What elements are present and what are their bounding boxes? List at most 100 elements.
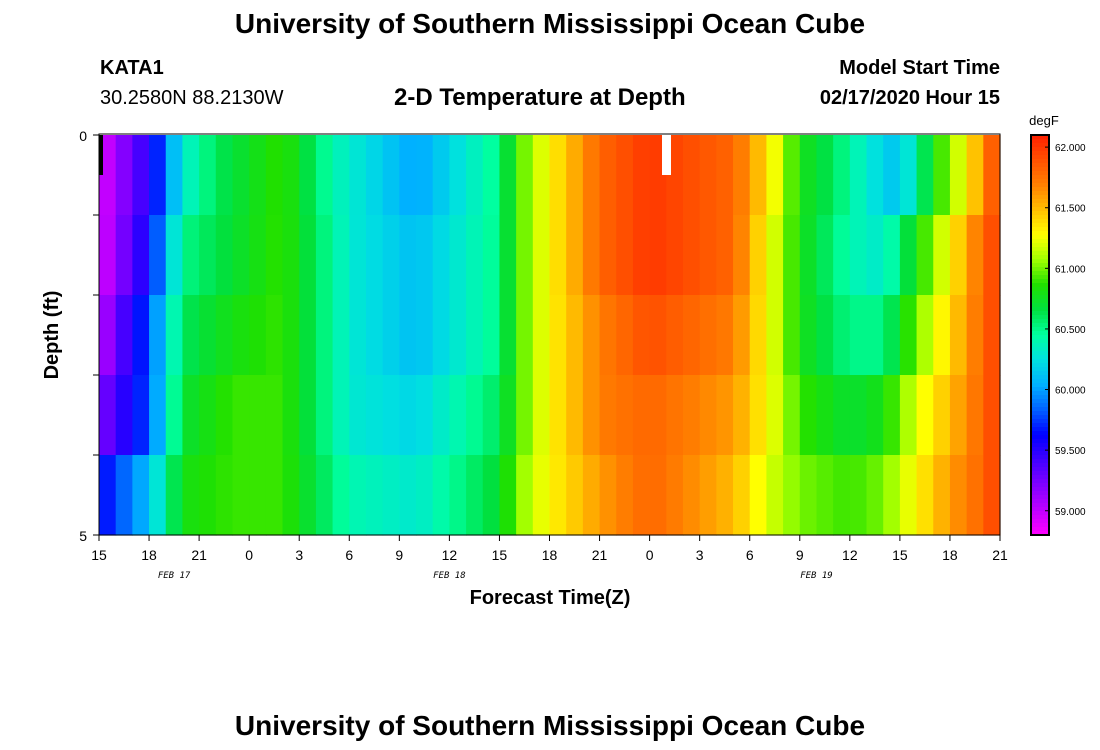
heatmap-cell (849, 135, 868, 216)
colorbar-tick-label: 59.500 (1055, 446, 1086, 457)
heatmap-cell (632, 295, 651, 376)
heatmap-cell (382, 455, 400, 536)
colorbar-segment (1031, 527, 1049, 532)
heatmap-cell (949, 215, 968, 296)
heatmap-cell (549, 375, 567, 456)
heatmap-cell (866, 295, 884, 376)
heatmap-cell (649, 375, 667, 456)
heatmap-cell (983, 295, 1001, 376)
heatmap-cell (432, 295, 450, 376)
colorbar-segment (1031, 499, 1049, 504)
heatmap-cell (182, 295, 200, 376)
x-tick-label: 21 (992, 547, 1008, 563)
heatmap-cell (716, 135, 734, 216)
heatmap-cell (265, 215, 284, 296)
colorbar-segment (1031, 231, 1049, 236)
colorbar-segment (1031, 175, 1049, 180)
x-axis-label: Forecast Time(Z) (470, 587, 631, 609)
heatmap-cell (616, 215, 634, 296)
heatmap-cell (849, 295, 868, 376)
heatmap-cell (549, 215, 567, 296)
heatmap-cell (949, 135, 968, 216)
heatmap-cell (382, 295, 400, 376)
heatmap-cell (199, 135, 217, 216)
heatmap-cell (966, 135, 984, 216)
heatmap-cell (883, 295, 901, 376)
heatmap-cell (966, 455, 984, 536)
heatmap-cell (432, 135, 450, 216)
colorbar-segment (1031, 439, 1049, 444)
heatmap-cell (499, 375, 517, 456)
heatmap-cell (733, 135, 751, 216)
heatmap-cell (749, 455, 768, 536)
heatmap-cell (532, 295, 551, 376)
colorbar-segment (1031, 139, 1049, 144)
colorbar-segment (1031, 251, 1049, 256)
heatmap-cell (482, 455, 501, 536)
x-tick-label: 6 (345, 547, 353, 563)
heatmap-cell (883, 455, 901, 536)
colorbar-segment (1031, 171, 1049, 176)
colorbar-tick-label: 59.000 (1055, 507, 1086, 518)
heatmap-cell (566, 295, 584, 376)
heatmap-cell (249, 375, 267, 456)
heatmap-cell (566, 375, 584, 456)
heatmap-cell (883, 135, 901, 216)
heatmap-cell (766, 295, 784, 376)
x-tick-label: 18 (942, 547, 958, 563)
heatmap-cell (365, 455, 384, 536)
heatmap-cell (799, 455, 818, 536)
heatmap-cell (799, 295, 818, 376)
colorbar-segment (1031, 431, 1049, 436)
heatmap-cell (549, 135, 567, 216)
heatmap-cell (682, 375, 701, 456)
colorbar-segment (1031, 495, 1049, 500)
colorbar-segment (1031, 491, 1049, 496)
heatmap-cell (666, 455, 684, 536)
heatmap-cell (215, 215, 234, 296)
heatmap-cell (299, 375, 317, 456)
heatmap-cell (582, 215, 601, 296)
colorbar-segment (1031, 159, 1049, 164)
colorbar-segment (1031, 367, 1049, 372)
heatmap-cell (749, 135, 768, 216)
start-marker (99, 135, 103, 175)
heatmap-cell (132, 135, 150, 216)
colorbar-segment (1031, 423, 1049, 428)
colorbar-segment (1031, 255, 1049, 260)
heatmap-cell (249, 455, 267, 536)
heatmap-cell (632, 135, 651, 216)
heatmap-cell (482, 135, 501, 216)
heatmap-cell (165, 215, 184, 296)
x-tick-label: 12 (442, 547, 458, 563)
colorbar-segment (1031, 343, 1049, 348)
heatmap-cell (232, 135, 250, 216)
colorbar-segment (1031, 395, 1049, 400)
heatmap-cell (849, 455, 868, 536)
colorbar-segment (1031, 135, 1049, 140)
heatmap-cell (332, 375, 350, 456)
colorbar-segment (1031, 355, 1049, 360)
heatmap-cell (799, 375, 818, 456)
colorbar-segment (1031, 187, 1049, 192)
colorbar-segment (1031, 375, 1049, 380)
colorbar-segment (1031, 371, 1049, 376)
heatmap-cell (566, 135, 584, 216)
heatmap-cell (582, 295, 601, 376)
heatmap-cell (749, 295, 768, 376)
heatmap-cell (632, 215, 651, 296)
heatmap-cell (799, 215, 818, 296)
heatmap-cell (616, 455, 634, 536)
colorbar-segment (1031, 451, 1049, 456)
heatmap-cell (282, 375, 300, 456)
heatmap-cell (165, 295, 184, 376)
heatmap-cell (749, 215, 768, 296)
heatmap-cell (749, 375, 768, 456)
heatmap-cell (582, 375, 601, 456)
x-tick-label: 18 (542, 547, 558, 563)
heatmap-cell (232, 455, 250, 536)
colorbar-segment (1031, 427, 1049, 432)
heatmap-cell (933, 135, 951, 216)
heatmap-cell (499, 295, 517, 376)
